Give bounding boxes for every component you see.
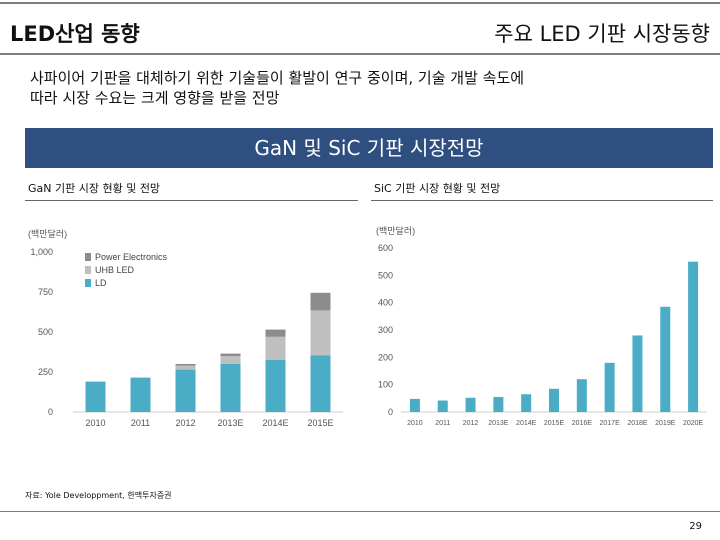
description-line-2: 따라 시장 수요는 크게 영향을 받을 전망	[30, 89, 280, 107]
top-rule	[0, 2, 720, 4]
gan-ylabel: (백만달러)	[28, 228, 67, 239]
gan-bar-uhb-led	[175, 365, 196, 370]
gan-bar-power-electronics	[175, 364, 196, 366]
sic-ytick-label: 500	[378, 270, 393, 280]
gan-legend-swatch	[85, 266, 91, 274]
description: 사파이어 기판을 대체하기 위한 기술들이 활발이 연구 중이며, 기술 개발 …	[30, 68, 690, 108]
gan-ytick-label: 0	[48, 407, 53, 417]
gan-legend-swatch	[85, 253, 91, 261]
gan-legend-label: Power Electronics	[95, 252, 168, 262]
gan-bar-ld	[175, 369, 196, 412]
gan-chart-panel: GaN 기판 시장 현황 및 전망 (백만달러) 0 250 500 750 1,000 2…	[25, 174, 358, 484]
sic-xtick-label: 2010	[407, 420, 423, 427]
gan-bar-ld	[85, 381, 106, 412]
sic-bar	[632, 335, 643, 412]
sic-bar	[493, 396, 504, 412]
gan-bar-ld	[310, 355, 331, 412]
sic-xtick-label: 2016E	[572, 420, 593, 427]
sic-xtick-label: 2018E	[627, 420, 648, 427]
sic-chart-panel: SiC 기판 시장 현황 및 전망 (백만달러) 0 100 200 300 400 500…	[371, 174, 713, 484]
sic-ytick-label: 200	[378, 352, 393, 362]
sic-ylabel: (백만달러)	[376, 225, 415, 236]
sic-bar	[465, 397, 476, 412]
gan-ytick-label: 750	[38, 287, 53, 297]
gan-bar-uhb-led	[265, 336, 286, 360]
gan-xtick-label: 2011	[131, 418, 150, 428]
sic-ytick-label: 300	[378, 325, 393, 335]
footer-rule	[0, 511, 720, 512]
gan-ytick-label: 1,000	[30, 247, 53, 257]
sic-xtick-label: 2017E	[600, 420, 621, 427]
gan-ytick-label: 250	[38, 367, 53, 377]
gan-bar-uhb-led	[310, 310, 331, 356]
sic-xtick-label: 2014E	[516, 420, 537, 427]
sic-xtick-label: 2013E	[488, 420, 509, 427]
sic-ytick-label: 600	[378, 243, 393, 253]
gan-xtick-label: 2012	[175, 418, 195, 428]
gan-bar-power-electronics	[265, 329, 286, 337]
sic-ytick-label: 100	[378, 380, 393, 390]
page-title: 주요 LED 기판 시장동향	[494, 22, 710, 46]
section-title: LED산업 동향	[10, 22, 140, 46]
description-line-1: 사파이어 기판을 대체하기 위한 기술들이 활발이 연구 중이며, 기술 개발 …	[30, 69, 525, 87]
page-number: 29	[689, 521, 702, 532]
sic-xtick-label: 2019E	[655, 420, 676, 427]
sic-xtick-label: 2012	[463, 420, 479, 427]
gan-legend-label: LD	[95, 278, 107, 288]
sic-bar	[660, 306, 671, 412]
sic-bar	[576, 379, 587, 412]
gan-bar-uhb-led	[220, 356, 241, 364]
gan-chart-title: GaN 기판 시장 현황 및 전망	[28, 182, 161, 195]
gan-legend-swatch	[85, 279, 91, 287]
gan-xtick-label: 2014E	[262, 418, 288, 428]
gan-bar-power-electronics	[220, 353, 241, 356]
gan-bar-power-electronics	[310, 292, 331, 311]
gan-xtick-label: 2015E	[307, 418, 333, 428]
gan-title-rule	[25, 200, 358, 201]
sic-xtick-label: 2015E	[544, 420, 565, 427]
gan-ytick-label: 500	[38, 327, 53, 337]
source-note: 자료: Yole Developpment, 한맥투자증권	[25, 491, 172, 500]
sic-bar	[549, 388, 559, 412]
sic-chart-title: SiC 기판 시장 현황 및 전망	[374, 182, 501, 195]
sic-bar	[437, 400, 448, 412]
sic-ytick-label: 400	[378, 298, 393, 308]
gan-bar-ld	[265, 360, 286, 412]
sic-ytick-label: 0	[388, 407, 393, 417]
chart-banner: GaN 및 SiC 기판 시장전망	[25, 128, 713, 168]
sic-bar	[604, 362, 615, 412]
sic-bar	[688, 261, 699, 412]
sic-xtick-label: 2020E	[683, 420, 704, 427]
gan-xtick-label: 2010	[85, 418, 105, 428]
gan-chart: (백만달러) 0 250 500 750 1,000 2010 2011 2012 2013E 20…	[28, 228, 343, 428]
sic-title-rule	[371, 200, 713, 201]
gan-xtick-label: 2013E	[217, 418, 243, 428]
sic-bar	[521, 394, 532, 412]
sic-xtick-label: 2011	[435, 420, 450, 427]
gan-bar-ld	[130, 377, 151, 412]
gan-bar-ld	[220, 364, 241, 412]
gan-legend-label: UHB LED	[95, 265, 135, 275]
header-rule	[0, 53, 720, 55]
sic-chart: (백만달러) 0 100 200 300 400 500 600 2010 2011 2012 201…	[376, 225, 707, 427]
sic-bar	[409, 398, 420, 412]
